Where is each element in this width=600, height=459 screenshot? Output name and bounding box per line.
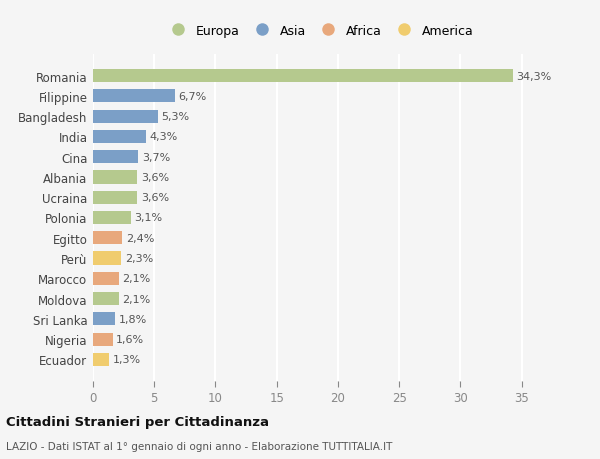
Bar — [93, 232, 122, 245]
Bar — [93, 130, 146, 144]
Bar — [93, 353, 109, 366]
Text: 3,1%: 3,1% — [134, 213, 163, 223]
Text: 4,3%: 4,3% — [149, 132, 178, 142]
Text: 2,4%: 2,4% — [126, 233, 154, 243]
Text: 3,6%: 3,6% — [141, 193, 169, 203]
Text: 1,3%: 1,3% — [113, 355, 141, 364]
Bar — [93, 110, 158, 123]
Bar — [93, 313, 115, 326]
Text: 2,3%: 2,3% — [125, 253, 153, 263]
Bar — [93, 252, 121, 265]
Text: 6,7%: 6,7% — [179, 92, 207, 102]
Bar — [93, 70, 513, 83]
Text: 34,3%: 34,3% — [517, 72, 552, 81]
Bar — [93, 171, 137, 184]
Text: 1,8%: 1,8% — [119, 314, 147, 324]
Text: 3,7%: 3,7% — [142, 152, 170, 162]
Text: 2,1%: 2,1% — [122, 294, 151, 304]
Bar — [93, 151, 139, 164]
Text: 5,3%: 5,3% — [161, 112, 190, 122]
Text: 1,6%: 1,6% — [116, 334, 145, 344]
Bar — [93, 292, 119, 306]
Legend: Europa, Asia, Africa, America: Europa, Asia, Africa, America — [163, 22, 476, 40]
Bar — [93, 212, 131, 224]
Bar — [93, 333, 113, 346]
Bar — [93, 272, 119, 285]
Text: Cittadini Stranieri per Cittadinanza: Cittadini Stranieri per Cittadinanza — [6, 415, 269, 428]
Bar — [93, 90, 175, 103]
Text: 3,6%: 3,6% — [141, 173, 169, 183]
Bar — [93, 191, 137, 204]
Text: LAZIO - Dati ISTAT al 1° gennaio di ogni anno - Elaborazione TUTTITALIA.IT: LAZIO - Dati ISTAT al 1° gennaio di ogni… — [6, 441, 392, 451]
Text: 2,1%: 2,1% — [122, 274, 151, 284]
